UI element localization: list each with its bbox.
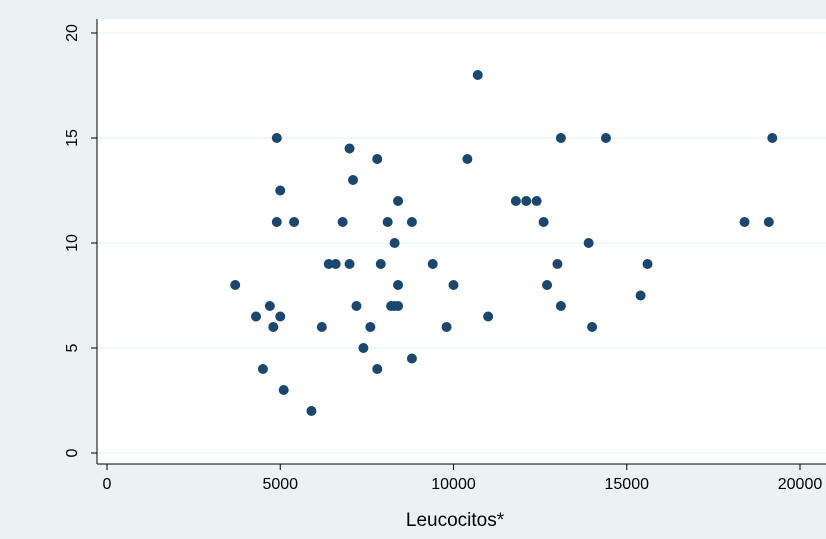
- data-point: [382, 217, 393, 227]
- data-point: [642, 259, 653, 269]
- data-point: [372, 364, 383, 374]
- data-point: [448, 280, 459, 290]
- data-point: [635, 290, 646, 301]
- data-point: [521, 196, 532, 206]
- data-point: [344, 143, 355, 154]
- x-tick-label: 5000: [262, 476, 298, 493]
- data-point: [739, 217, 750, 227]
- data-point: [555, 133, 566, 143]
- data-point: [250, 311, 261, 322]
- data-point: [542, 280, 553, 290]
- data-point: [462, 154, 473, 164]
- grid-lines: [97, 32, 826, 454]
- data-point: [330, 259, 341, 269]
- axes: 0 5 10 15 20 0 5000 10000 15000 20000: [64, 19, 826, 493]
- data-point: [393, 196, 404, 206]
- data-point: [510, 196, 521, 206]
- y-tick-label: 10: [64, 234, 81, 252]
- data-points: [230, 70, 778, 416]
- data-point: [555, 301, 566, 311]
- plot-area: [97, 19, 826, 464]
- data-point: [406, 217, 417, 227]
- x-tick-label: 15000: [605, 476, 650, 493]
- data-point: [427, 259, 438, 269]
- x-tick-label: 20000: [778, 476, 823, 493]
- data-point: [351, 301, 362, 311]
- data-point: [372, 154, 383, 164]
- data-point: [375, 259, 386, 269]
- data-point: [275, 311, 286, 322]
- y-tick-label: 15: [64, 129, 81, 147]
- data-point: [271, 217, 282, 227]
- y-tick-label: 20: [64, 24, 81, 42]
- y-tick-label: 0: [64, 448, 81, 457]
- data-point: [323, 259, 334, 269]
- data-point: [337, 217, 348, 227]
- data-point: [587, 322, 598, 332]
- x-tick-label: 10000: [431, 476, 476, 493]
- y-tick-label: 5: [64, 343, 81, 352]
- data-point: [271, 133, 282, 143]
- data-point: [441, 322, 452, 332]
- data-point: [393, 280, 404, 290]
- data-point: [278, 385, 289, 395]
- data-point: [275, 185, 286, 196]
- data-point: [306, 406, 317, 416]
- data-point: [268, 322, 279, 332]
- data-point: [538, 217, 549, 227]
- data-point: [230, 280, 241, 290]
- data-point: [316, 322, 327, 332]
- data-point: [483, 311, 494, 322]
- data-point: [389, 238, 400, 248]
- data-point: [257, 364, 268, 374]
- data-point: [389, 301, 400, 311]
- x-axis-title: Leucocitos*: [406, 510, 505, 531]
- data-point: [344, 259, 355, 269]
- data-point: [531, 196, 542, 206]
- data-point: [763, 217, 774, 227]
- data-point: [264, 301, 275, 311]
- data-point: [472, 70, 483, 80]
- data-point: [365, 322, 376, 332]
- data-point: [600, 133, 611, 143]
- data-point: [348, 175, 359, 185]
- data-point: [583, 238, 594, 248]
- x-tick-label: 0: [103, 476, 112, 493]
- data-point: [406, 353, 417, 364]
- data-point: [767, 133, 778, 143]
- data-point: [358, 343, 369, 353]
- data-point: [289, 217, 300, 227]
- data-point: [552, 259, 563, 269]
